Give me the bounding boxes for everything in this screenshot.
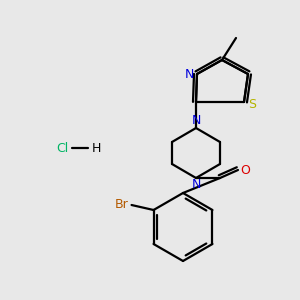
Text: N: N bbox=[191, 115, 201, 128]
Text: Br: Br bbox=[115, 199, 128, 212]
Text: O: O bbox=[240, 164, 250, 176]
Text: S: S bbox=[248, 98, 256, 110]
Text: N: N bbox=[191, 178, 201, 191]
Text: N: N bbox=[184, 68, 194, 80]
Text: H: H bbox=[91, 142, 101, 154]
Text: Cl: Cl bbox=[56, 142, 68, 154]
